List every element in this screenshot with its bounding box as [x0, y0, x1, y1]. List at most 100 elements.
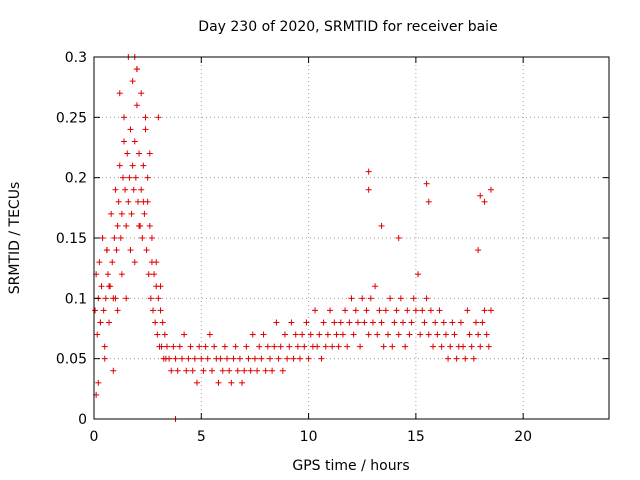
- data-point: [457, 319, 464, 326]
- data-point: [136, 150, 143, 157]
- data-point: [251, 355, 258, 362]
- data-point: [122, 186, 129, 193]
- data-point: [395, 235, 402, 241]
- data-point: [196, 343, 203, 350]
- data-point: [397, 295, 404, 302]
- data-point: [427, 307, 434, 314]
- data-point: [425, 331, 432, 338]
- y-axis-label: SRMTID / TECUs: [7, 182, 23, 295]
- data-point: [154, 331, 161, 338]
- data-point: [155, 295, 162, 302]
- data-point: [118, 210, 125, 217]
- data-point: [453, 355, 460, 362]
- data-point: [436, 307, 443, 314]
- data-point: [294, 343, 301, 350]
- data-point: [155, 114, 162, 121]
- data-point: [281, 331, 288, 338]
- data-point: [138, 90, 145, 97]
- data-point: [393, 307, 400, 314]
- data-point: [131, 259, 138, 266]
- data-point: [243, 343, 250, 350]
- data-point: [333, 331, 340, 338]
- data-point: [352, 307, 359, 314]
- data-point: [102, 295, 109, 302]
- data-point: [344, 343, 351, 350]
- data-point: [98, 283, 105, 290]
- data-point: [136, 222, 143, 229]
- data-point: [466, 331, 473, 338]
- data-point: [94, 331, 101, 338]
- data-point: [129, 78, 136, 85]
- data-point: [114, 222, 121, 229]
- data-point: [365, 331, 372, 338]
- data-point: [116, 90, 123, 97]
- data-point: [99, 235, 106, 241]
- data-point: [221, 343, 228, 350]
- data-point: [143, 247, 150, 254]
- y-tick-label: 0: [78, 412, 87, 428]
- data-point: [410, 295, 417, 302]
- data-point: [241, 367, 248, 374]
- data-point: [286, 343, 293, 350]
- data-point: [153, 259, 160, 266]
- data-point: [204, 355, 211, 362]
- data-point: [117, 235, 124, 241]
- x-axis-label: GPS time / hours: [292, 458, 409, 474]
- data-points: [92, 54, 494, 422]
- data-point: [365, 186, 372, 193]
- data-point: [477, 343, 484, 350]
- data-point: [374, 331, 381, 338]
- data-point: [106, 283, 113, 290]
- data-point: [110, 367, 117, 374]
- data-point: [202, 343, 209, 350]
- data-point: [215, 379, 222, 386]
- data-point: [331, 319, 338, 326]
- x-tick-label: 10: [300, 429, 318, 445]
- data-point: [376, 307, 383, 314]
- data-point: [139, 235, 146, 241]
- data-point: [111, 235, 118, 241]
- data-point: [303, 319, 310, 326]
- data-point: [166, 355, 173, 362]
- data-point: [335, 343, 342, 350]
- data-point: [481, 198, 488, 205]
- data-point: [346, 319, 353, 326]
- data-point: [258, 355, 265, 362]
- data-point: [159, 319, 166, 326]
- data-point: [142, 126, 149, 133]
- data-point: [487, 307, 494, 314]
- data-point: [176, 343, 183, 350]
- data-point: [219, 367, 226, 374]
- data-point: [178, 355, 185, 362]
- data-point: [211, 343, 218, 350]
- data-point: [232, 343, 239, 350]
- data-point: [472, 319, 479, 326]
- data-point: [447, 343, 454, 350]
- data-point: [305, 355, 312, 362]
- data-point: [483, 331, 490, 338]
- data-point: [470, 355, 477, 362]
- data-point: [434, 331, 441, 338]
- data-point: [320, 319, 327, 326]
- plot-frame: [93, 56, 610, 420]
- data-point: [170, 343, 177, 350]
- data-point: [318, 355, 325, 362]
- data-point: [339, 331, 346, 338]
- data-point: [115, 198, 122, 205]
- data-point: [101, 355, 108, 362]
- data-point: [161, 331, 168, 338]
- chart-title: Day 230 of 2020, SRMTID for receiver bai…: [198, 19, 497, 35]
- data-point: [116, 162, 123, 169]
- data-point: [114, 307, 121, 314]
- y-tick-label: 0.25: [56, 110, 87, 126]
- data-point: [132, 174, 139, 181]
- data-point: [324, 331, 331, 338]
- data-point: [157, 307, 164, 314]
- data-point: [395, 331, 402, 338]
- x-tick-label: 0: [90, 429, 99, 445]
- data-point: [224, 355, 231, 362]
- data-point: [144, 174, 151, 181]
- data-point: [288, 319, 295, 326]
- data-point: [462, 355, 469, 362]
- data-point: [384, 331, 391, 338]
